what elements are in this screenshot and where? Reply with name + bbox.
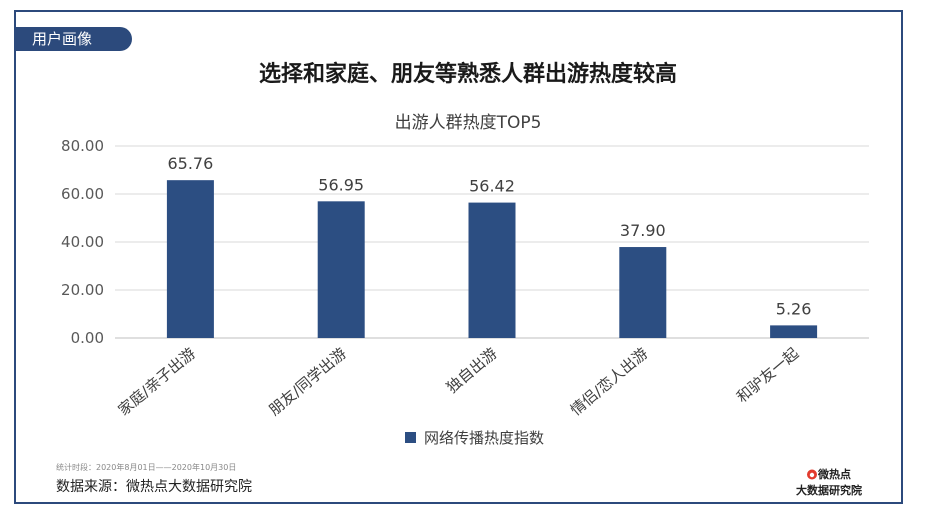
logo: 微热点 大数据研究院	[790, 464, 900, 502]
data-label: 56.95	[318, 175, 364, 194]
x-tick-label: 情侣/恋人出游	[567, 344, 651, 419]
data-label: 5.26	[776, 299, 812, 318]
report-frame	[14, 10, 903, 504]
logo-flame-icon	[807, 469, 817, 480]
data-label: 37.90	[620, 221, 666, 240]
legend-label: 网络传播热度指数	[424, 429, 544, 447]
x-tick-label: 家庭/亲子出游	[115, 344, 199, 419]
section-tag: 用户画像	[14, 27, 132, 51]
y-tick-label: 80.00	[61, 137, 104, 155]
stat-period-note: 统计时段：2020年8月01日——2020年10月30日	[56, 463, 237, 472]
bar	[770, 325, 818, 338]
y-tick-label: 20.00	[61, 281, 104, 299]
legend-swatch	[405, 432, 416, 443]
logo-org: 大数据研究院	[796, 484, 862, 497]
x-tick-label: 朋友/同学出游	[265, 344, 349, 419]
bar	[166, 180, 214, 338]
data-label: 56.42	[469, 177, 515, 196]
chart-title: 出游人群热度TOP5	[394, 113, 542, 133]
x-tick-label: 和驴友一起	[733, 344, 802, 406]
headline: 选择和家庭、朋友等熟悉人群出游热度较高	[258, 62, 677, 87]
bar	[468, 202, 516, 338]
bar	[317, 201, 365, 338]
x-tick-label: 独自出游	[443, 344, 501, 396]
y-tick-label: 0.00	[71, 329, 104, 347]
logo-brand: 微热点	[818, 468, 851, 481]
data-source: 数据来源：微热点大数据研究院	[56, 479, 252, 495]
y-tick-label: 60.00	[61, 185, 104, 203]
y-tick-label: 40.00	[61, 233, 104, 251]
data-label: 65.76	[167, 154, 213, 173]
bar	[619, 247, 667, 338]
